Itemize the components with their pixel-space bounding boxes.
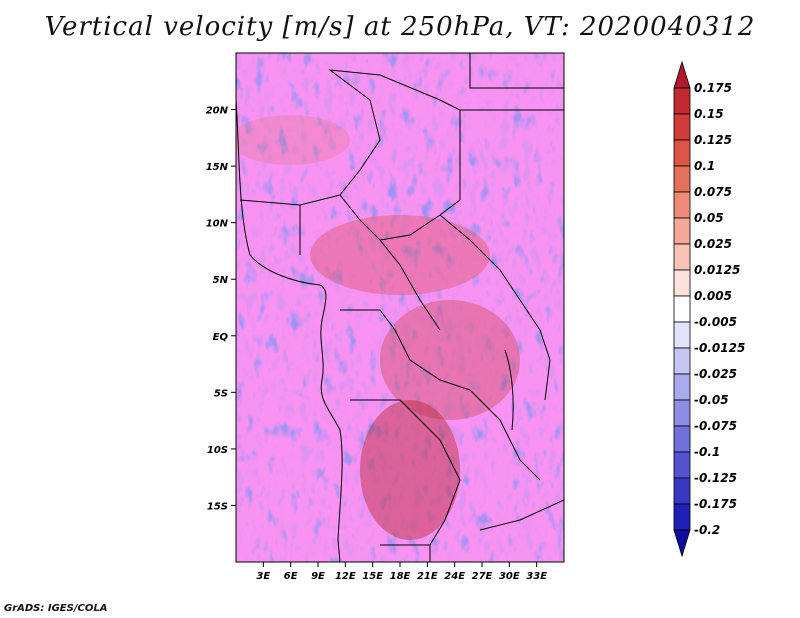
colorbar-label: -0.1 xyxy=(694,445,720,459)
lon-tick-label: 21E xyxy=(417,571,438,582)
colorbar-label: 0.0125 xyxy=(694,263,740,277)
colorbar: 0.175 0.15 0.125 0.1 0.075 0.05 0.025 0.0125 0.0… xyxy=(673,60,745,558)
credit-label: GrADS: IGES/COLA xyxy=(4,603,108,614)
lat-tick-label: 15S xyxy=(207,501,228,512)
colorbar-segment xyxy=(673,165,691,193)
colorbar-label: -0.2 xyxy=(694,523,720,537)
colorbar-label: 0.15 xyxy=(694,107,724,121)
lat-tick-label: 5S xyxy=(214,388,228,399)
lon-tick-label: 6E xyxy=(284,571,298,582)
lon-tick-label: 15E xyxy=(362,571,383,582)
colorbar-label: 0.025 xyxy=(694,237,732,251)
colorbar-label: 0.175 xyxy=(694,81,732,95)
colorbar-label: -0.075 xyxy=(694,419,737,433)
colorbar-segment xyxy=(673,243,691,271)
colorbar-label: -0.005 xyxy=(694,315,737,329)
lon-tick-label: 3E xyxy=(256,571,270,582)
colorbar-label: 0.125 xyxy=(694,133,732,147)
lat-tick-label: 15N xyxy=(206,162,229,173)
colorbar-segment xyxy=(673,113,691,141)
colorbar-label: 0.075 xyxy=(694,185,732,199)
colorbar-label: -0.0125 xyxy=(694,341,745,355)
lat-tick-label: 10S xyxy=(207,445,228,456)
colorbar-segment xyxy=(673,321,691,349)
colorbar-segment xyxy=(673,87,691,115)
colorbar-segment xyxy=(673,139,691,167)
colorbar-label: -0.05 xyxy=(694,393,729,407)
colorbar-segment xyxy=(673,399,691,427)
velocity-field xyxy=(236,53,564,562)
colorbar-label: -0.025 xyxy=(694,367,737,381)
lon-tick-label: 24E xyxy=(444,571,465,582)
colorbar-segment xyxy=(673,269,691,297)
lon-tick-label: 9E xyxy=(311,571,325,582)
colorbar-bottom-triangle xyxy=(673,529,691,558)
lon-tick-label: 12E xyxy=(335,571,356,582)
lon-tick-label: 30E xyxy=(499,571,520,582)
colorbar-segment xyxy=(673,295,691,323)
colorbar-label: -0.125 xyxy=(694,471,737,485)
colorbar-label: 0.05 xyxy=(694,211,724,225)
colorbar-top-triangle xyxy=(673,60,691,89)
coastlines-and-borders xyxy=(236,53,564,562)
lat-tick-label: 5N xyxy=(213,275,229,286)
lon-tick-label: 27E xyxy=(472,571,493,582)
colorbar-segment xyxy=(673,451,691,479)
colorbar-segment xyxy=(673,425,691,453)
lat-tick-label: EQ xyxy=(213,332,229,343)
lat-tick-label: 20N xyxy=(206,106,229,117)
lon-axis: 3E 6E 9E 12E 15E 18E 21E 24E 27E 30E 33E xyxy=(256,562,547,582)
lon-tick-label: 33E xyxy=(526,571,547,582)
colorbar-segment xyxy=(673,373,691,401)
colorbar-segment xyxy=(673,347,691,375)
lat-axis: 20N 15N 10N 5N EQ 5S 10S 15S xyxy=(206,106,236,512)
lon-tick-label: 18E xyxy=(390,571,411,582)
colorbar-segment xyxy=(673,477,691,505)
colorbar-label: 0.1 xyxy=(694,159,715,173)
colorbar-segment xyxy=(673,191,691,219)
colorbar-label: -0.175 xyxy=(694,497,737,511)
colorbar-segment xyxy=(673,217,691,245)
lat-tick-label: 10N xyxy=(206,219,229,230)
colorbar-segment xyxy=(673,503,691,531)
map-title: Vertical velocity [m/s] at 250hPa, VT: 2… xyxy=(44,12,756,42)
colorbar-label: 0.005 xyxy=(694,289,732,303)
